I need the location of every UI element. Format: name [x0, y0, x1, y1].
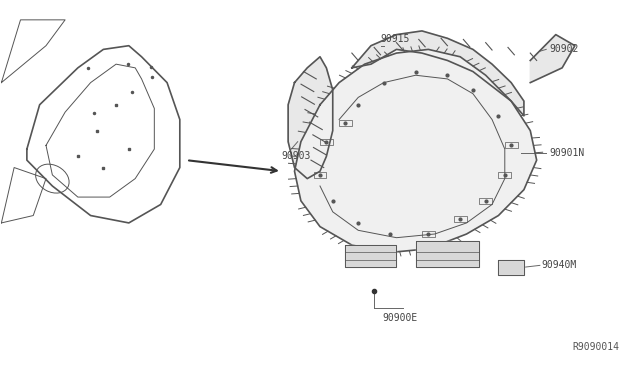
Text: 90903: 90903 [282, 151, 311, 161]
Polygon shape [352, 31, 524, 116]
Bar [499, 172, 511, 178]
Text: 90902: 90902 [549, 44, 579, 54]
Text: R9090014: R9090014 [573, 342, 620, 352]
Bar [454, 216, 467, 222]
Bar [479, 198, 492, 204]
Bar [505, 142, 518, 148]
Text: 90915: 90915 [381, 34, 410, 44]
Polygon shape [346, 245, 396, 267]
Text: 90940M: 90940M [541, 260, 577, 270]
Text: 90900E: 90900E [383, 313, 418, 323]
Polygon shape [531, 35, 575, 83]
Polygon shape [288, 57, 333, 179]
Polygon shape [499, 260, 524, 275]
Bar [339, 120, 352, 126]
Bar [320, 139, 333, 145]
Bar [314, 172, 326, 178]
Bar [422, 231, 435, 237]
Polygon shape [294, 49, 537, 253]
Polygon shape [415, 241, 479, 267]
Text: 90901N: 90901N [549, 148, 585, 158]
